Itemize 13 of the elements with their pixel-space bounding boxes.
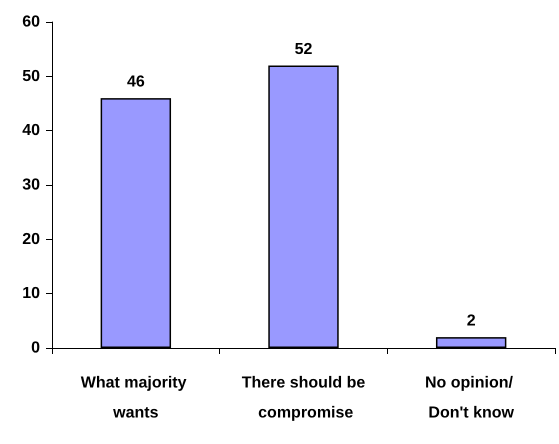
- y-tick-label: 30: [22, 176, 40, 194]
- y-tick-label: 0: [31, 340, 40, 356]
- data-label: 52: [294, 40, 312, 58]
- y-tick-label: 50: [22, 68, 40, 85]
- y-tick-label: 60: [22, 14, 40, 30]
- y-tick-label: 40: [22, 122, 40, 140]
- x-tick-label: What majority wants: [80, 374, 191, 422]
- x-tick-label: There should be compromise: [242, 374, 366, 422]
- y-tick-label: 20: [22, 230, 40, 248]
- x-tick-label: No opinion/ Don't know: [424, 374, 518, 422]
- y-tick-label: 10: [22, 285, 40, 302]
- data-label: 2: [466, 312, 476, 330]
- data-label: 46: [126, 74, 145, 91]
